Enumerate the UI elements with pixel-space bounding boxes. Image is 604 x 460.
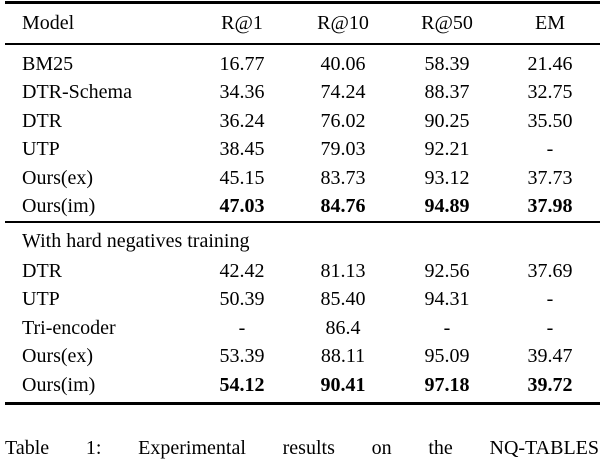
metric-value-cell: 76.02 bbox=[320, 109, 366, 132]
metric-value-cell: 94.31 bbox=[424, 288, 470, 310]
metric-value-cell: 92.21 bbox=[424, 138, 470, 160]
table-section-hard-negatives: With hard negatives training DTR 42.42 8… bbox=[5, 221, 600, 404]
metric-value-cell: 53.39 bbox=[219, 345, 265, 367]
metric-value-cell: 90.25 bbox=[424, 109, 470, 132]
table-caption: Table 1: Experimental results on the NQ-… bbox=[5, 437, 599, 459]
metric-value-cell: 16.77 bbox=[219, 52, 265, 75]
metric-value-cell: 37.73 bbox=[527, 166, 573, 189]
metric-value-cell: 92.56 bbox=[424, 259, 470, 282]
metric-value-cell: 85.40 bbox=[320, 288, 366, 310]
metric-value-cell: 38.45 bbox=[219, 138, 265, 160]
model-name-cell: Ours(im) bbox=[22, 195, 96, 217]
table-row-best: Ours(im) 47.03 84.76 94.89 37.98 bbox=[5, 192, 600, 222]
metric-value-cell: 21.46 bbox=[527, 52, 573, 75]
table-row: Ours(ex) 53.39 88.11 95.09 39.47 bbox=[5, 342, 600, 371]
header-row: Model R@1 R@10 R@50 EM bbox=[5, 2, 600, 44]
model-name-cell: Ours(ex) bbox=[22, 166, 94, 189]
metric-value-cell: 37.69 bbox=[527, 259, 573, 282]
metric-value-cell: - bbox=[546, 288, 554, 310]
model-name-cell: UTP bbox=[22, 288, 60, 310]
metric-value-cell: 37.98 bbox=[527, 195, 573, 217]
metric-value-cell: 58.39 bbox=[424, 52, 470, 75]
metric-value-cell: 39.47 bbox=[527, 345, 573, 367]
metric-value-cell: 42.42 bbox=[219, 259, 265, 282]
table-section-main: BM25 16.77 40.06 58.39 21.46 DTR-Schema … bbox=[5, 44, 600, 222]
metric-value-cell: 81.13 bbox=[320, 259, 366, 282]
model-name-cell: DTR-Schema bbox=[22, 81, 132, 103]
metric-value-cell: 34.36 bbox=[219, 81, 265, 103]
paper-table-figure: Model R@1 R@10 R@50 EM BM25 16.77 40.06 … bbox=[5, 1, 600, 459]
model-name-cell: Tri-encoder bbox=[22, 316, 116, 339]
metric-value-cell: 90.41 bbox=[320, 373, 366, 396]
model-name-cell: UTP bbox=[22, 138, 60, 160]
metric-value-cell: 39.72 bbox=[527, 373, 573, 396]
metric-value-cell: 97.18 bbox=[424, 373, 470, 396]
metric-value-cell: - bbox=[546, 316, 554, 339]
metric-value-cell: 79.03 bbox=[320, 138, 366, 160]
metric-value-cell: 35.50 bbox=[527, 109, 573, 132]
metric-value-cell: 54.12 bbox=[219, 373, 265, 396]
column-header-r10: R@10 bbox=[317, 11, 369, 34]
model-name-cell: DTR bbox=[22, 259, 62, 282]
table-row: DTR 36.24 76.02 90.25 35.50 bbox=[5, 107, 600, 136]
metric-value-cell: 86.4 bbox=[325, 316, 361, 339]
metric-value-cell: - bbox=[238, 316, 246, 339]
model-name-cell: DTR bbox=[22, 109, 62, 132]
section-header-row: With hard negatives training bbox=[5, 221, 600, 257]
column-header-r1: R@1 bbox=[221, 11, 263, 34]
metric-value-cell: 88.37 bbox=[424, 81, 470, 103]
model-name-cell: Ours(im) bbox=[22, 373, 96, 396]
metric-value-cell: 47.03 bbox=[219, 195, 265, 217]
table-row: BM25 16.77 40.06 58.39 21.46 bbox=[5, 44, 600, 79]
table-row: Ours(ex) 45.15 83.73 93.12 37.73 bbox=[5, 164, 600, 193]
model-name-cell: BM25 bbox=[22, 52, 74, 75]
table-row: Tri-encoder - 86.4 - - bbox=[5, 314, 600, 343]
metric-value-cell: 45.15 bbox=[219, 166, 265, 189]
section-header-label: With hard negatives training bbox=[22, 230, 250, 253]
metric-value-cell: 93.12 bbox=[424, 166, 470, 189]
column-header-r50: R@50 bbox=[421, 11, 473, 34]
metric-value-cell: 74.24 bbox=[320, 81, 366, 103]
table-row: UTP 38.45 79.03 92.21 - bbox=[5, 135, 600, 164]
table-row: DTR-Schema 34.36 74.24 88.37 32.75 bbox=[5, 78, 600, 107]
table-row-best: Ours(im) 54.12 90.41 97.18 39.72 bbox=[5, 371, 600, 404]
model-name-cell: Ours(ex) bbox=[22, 345, 94, 367]
metric-value-cell: 84.76 bbox=[320, 195, 366, 217]
results-table: Model R@1 R@10 R@50 EM BM25 16.77 40.06 … bbox=[5, 1, 600, 405]
table-header: Model R@1 R@10 R@50 EM bbox=[5, 2, 600, 44]
metric-value-cell: 95.09 bbox=[424, 345, 470, 367]
column-header-em: EM bbox=[535, 11, 565, 34]
metric-value-cell: 50.39 bbox=[219, 288, 265, 310]
metric-value-cell: 88.11 bbox=[320, 345, 366, 367]
table-row: DTR 42.42 81.13 92.56 37.69 bbox=[5, 257, 600, 286]
metric-value-cell: - bbox=[546, 138, 554, 160]
metric-value-cell: 83.73 bbox=[320, 166, 366, 189]
metric-value-cell: 94.89 bbox=[424, 195, 470, 217]
metric-value-cell: 32.75 bbox=[527, 81, 573, 103]
metric-value-cell: 36.24 bbox=[219, 109, 265, 132]
column-header-model: Model bbox=[22, 11, 75, 34]
metric-value-cell: 40.06 bbox=[320, 52, 366, 75]
table-row: UTP 50.39 85.40 94.31 - bbox=[5, 285, 600, 314]
metric-value-cell: - bbox=[443, 316, 451, 339]
